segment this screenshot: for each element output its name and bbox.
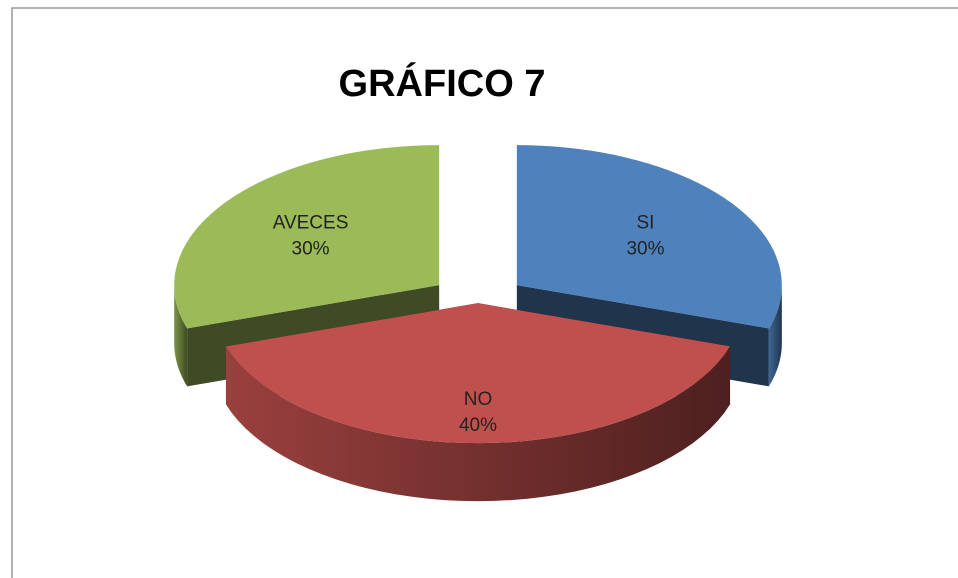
slice-value-label: 40% xyxy=(459,415,497,436)
pie-slice xyxy=(516,145,782,329)
slice: NO 40% xyxy=(225,303,731,502)
slice-label: NO xyxy=(464,389,493,410)
slice-label: AVECES xyxy=(273,213,349,234)
slice-value-label: 30% xyxy=(626,239,664,260)
pie-slice xyxy=(174,145,440,329)
chart-frame xyxy=(11,7,958,578)
slice-value-label: 30% xyxy=(292,239,330,260)
chart-title: GRÁFICO 7 xyxy=(339,61,546,105)
slice-wall xyxy=(225,346,731,502)
slice-wall xyxy=(768,285,782,387)
pie-slice xyxy=(225,303,731,444)
slice-label: SI xyxy=(636,213,654,234)
slice-wall xyxy=(174,285,188,387)
